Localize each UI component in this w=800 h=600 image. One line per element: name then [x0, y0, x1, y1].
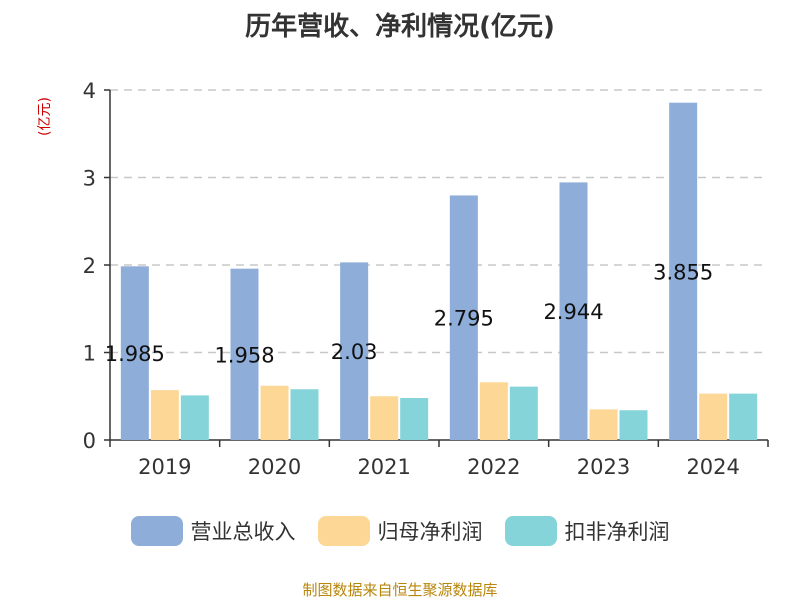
y-tick-label: 1	[83, 342, 96, 366]
chart-title: 历年营收、净利情况(亿元)	[245, 12, 555, 42]
x-tick-label: 2021	[357, 455, 410, 479]
x-tick-label: 2019	[138, 455, 191, 479]
legend-label-deducted-profit: 扣非净利润	[564, 520, 670, 544]
bar-deducted-profit-2022	[509, 386, 538, 440]
bar-deducted-profit-2023	[619, 410, 648, 440]
legend-item-revenue[interactable]: 营业总收入	[130, 516, 296, 546]
bar-deducted-profit-2019	[180, 395, 209, 440]
legend-item-deducted-profit[interactable]: 扣非净利润	[504, 516, 670, 546]
bar-net-profit-2021	[370, 396, 399, 440]
bar-revenue-2020	[230, 268, 259, 440]
bar-revenue-2019	[120, 266, 149, 440]
bar-deducted-profit-2021	[400, 398, 429, 440]
bar-revenue-2024	[669, 102, 698, 440]
bar-revenue-2022	[449, 195, 478, 440]
y-tick-label: 3	[83, 167, 96, 191]
data-source: 制图数据来自恒生聚源数据库	[302, 581, 498, 599]
legend-swatch-net-profit	[317, 516, 370, 546]
legend-label-revenue: 营业总收入	[190, 520, 296, 544]
data-label-revenue: 1.985	[105, 342, 165, 366]
legend-swatch-revenue	[130, 516, 183, 546]
bar-deducted-profit-2024	[729, 393, 758, 440]
bar-revenue-2021	[340, 262, 369, 440]
data-label-revenue: 2.795	[434, 307, 494, 331]
bar-net-profit-2024	[699, 393, 728, 440]
data-label-revenue: 2.03	[331, 340, 378, 364]
bar-net-profit-2020	[260, 385, 289, 440]
bar-deducted-profit-2020	[290, 389, 319, 440]
legend-swatch-deducted-profit	[504, 516, 557, 546]
data-label-revenue: 1.958	[214, 343, 274, 367]
bar-net-profit-2019	[150, 390, 179, 440]
bar-net-profit-2023	[589, 409, 618, 440]
x-tick-label: 2023	[577, 455, 630, 479]
x-tick-label: 2024	[686, 455, 739, 479]
data-label-revenue: 2.944	[543, 300, 603, 324]
y-tick-label: 0	[83, 429, 96, 453]
legend: 营业总收入 归母净利润 扣非净利润	[0, 516, 800, 546]
bar-net-profit-2022	[479, 382, 508, 440]
data-label-revenue: 3.855	[653, 260, 713, 284]
bar-revenue-2023	[559, 182, 588, 440]
y-tick-label: 4	[83, 79, 96, 103]
x-tick-label: 2022	[467, 455, 520, 479]
legend-label-net-profit: 归母净利润	[377, 520, 483, 544]
x-tick-label: 2020	[248, 455, 301, 479]
legend-item-net-profit[interactable]: 归母净利润	[317, 516, 483, 546]
y-tick-label: 2	[83, 254, 96, 278]
